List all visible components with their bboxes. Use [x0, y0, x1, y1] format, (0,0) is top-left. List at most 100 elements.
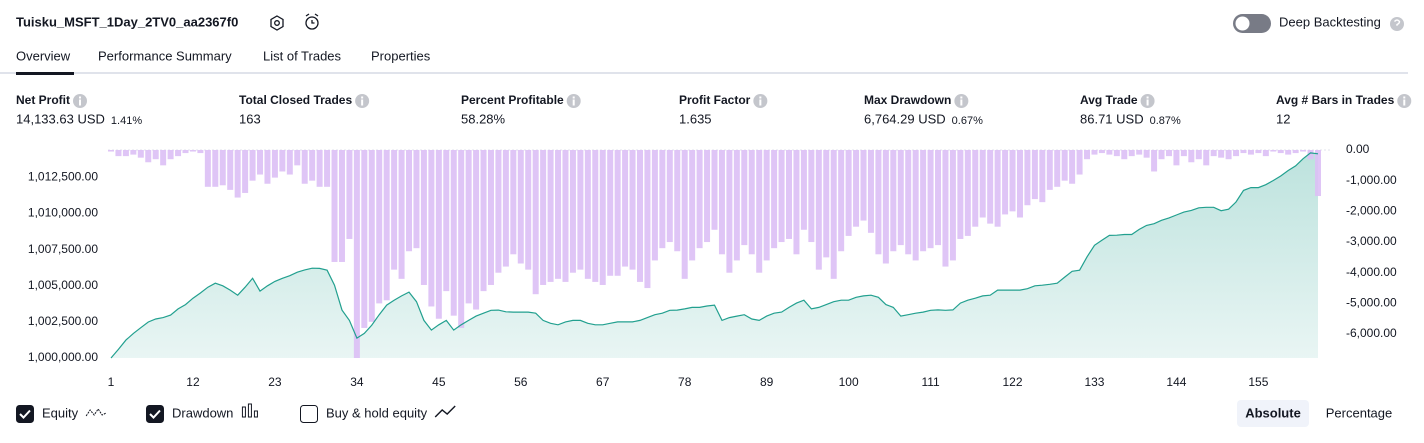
drawdown-bar: [353, 150, 360, 358]
drawdown-bar: [1218, 150, 1225, 158]
metric-value: 163: [239, 111, 261, 126]
drawdown-bar: [391, 150, 398, 270]
y2-tick-label: -5,000.00: [1346, 296, 1397, 310]
mode-button[interactable]: Percentage: [1326, 405, 1393, 420]
drawdown-bar: [726, 150, 733, 273]
y-tick-label: 1,002,500.00: [28, 314, 98, 328]
drawdown-bar: [681, 150, 688, 279]
drawdown-bar: [875, 150, 882, 255]
legend-icon: [241, 403, 258, 418]
info-icon[interactable]: [753, 94, 768, 108]
metric-label: Avg # Bars in Trades: [1276, 93, 1395, 107]
drawdown-bar: [242, 150, 249, 193]
drawdown-bar: [920, 150, 927, 252]
drawdown-bar: [510, 150, 517, 255]
drawdown-bar: [204, 150, 211, 187]
drawdown-bar: [1285, 150, 1292, 155]
checkbox[interactable]: Equity: [16, 405, 107, 423]
info-icon[interactable]: [566, 94, 581, 108]
drawdown-bar: [420, 150, 427, 285]
drawdown-bar: [1084, 150, 1091, 160]
drawdown-bar: [413, 150, 420, 249]
chart: 1,000,000.00 1,002,500.00 1,005,000.00 1,00…: [28, 142, 1397, 389]
drawdown-bar: [309, 150, 316, 181]
drawdown-bar: [555, 150, 562, 279]
y-tick-label: 1,005,000.00: [28, 278, 98, 292]
info-icon[interactable]: [355, 94, 370, 108]
drawdown-bar: [636, 150, 643, 282]
drawdown-bar: [771, 150, 778, 249]
drawdown-bar: [1016, 150, 1023, 218]
legend-icon: [434, 405, 456, 418]
drawdown-bar: [987, 150, 994, 224]
checkmark: [19, 409, 31, 419]
mode-button[interactable]: Absolute: [1245, 405, 1301, 420]
drawdown-bar: [622, 150, 629, 267]
drawdown-bar: [167, 150, 174, 160]
info-icon[interactable]: [1140, 94, 1155, 108]
drawdown-bar: [383, 150, 390, 301]
drawdown-bar: [108, 150, 114, 152]
drawdown-bar: [949, 150, 956, 261]
tab[interactable]: Overview: [16, 48, 71, 63]
drawdown-bar: [912, 150, 919, 261]
metric-value: 6,764.29 USD: [864, 111, 946, 126]
drawdown-bar: [428, 150, 435, 307]
metric-label: Total Closed Trades: [239, 93, 352, 107]
drawdown-bar: [234, 150, 241, 198]
drawdown-bar: [927, 150, 934, 249]
drawdown-bar: [1292, 150, 1299, 154]
drawdown-bar: [897, 150, 904, 246]
x-tick-label: 23: [268, 375, 282, 389]
drawdown-bar: [271, 150, 278, 178]
drawdown-bar: [942, 150, 949, 267]
drawdown-bar: [718, 150, 725, 255]
drawdown-bar: [1143, 150, 1150, 158]
drawdown-bar: [786, 150, 793, 239]
alert-icon[interactable]: [305, 13, 319, 30]
help-icon[interactable]: [1390, 17, 1404, 31]
drawdown-bar: [398, 150, 405, 279]
toggle-label: Deep Backtesting: [1279, 14, 1381, 29]
drawdown-bar: [1158, 150, 1165, 160]
drawdown-bar: [152, 150, 159, 160]
metric-label: Avg Trade: [1080, 93, 1138, 107]
drawdown-bar: [756, 150, 763, 273]
drawdown-bar: [607, 150, 614, 276]
checkbox[interactable]: Buy & hold equity: [300, 405, 456, 423]
drawdown-bar: [130, 150, 137, 155]
metric-label: Net Profit: [16, 93, 70, 107]
y2-tick-label: -2,000.00: [1346, 204, 1397, 218]
drawdown-bar: [853, 150, 860, 227]
drawdown-bar: [815, 150, 822, 270]
drawdown-bar: [1233, 150, 1240, 157]
info-icon[interactable]: [1397, 94, 1412, 108]
drawdown-bar: [994, 150, 1001, 227]
drawdown-bar: [376, 150, 383, 304]
drawdown-bar: [540, 150, 547, 285]
drawdown-bar: [525, 150, 532, 270]
info-icon[interactable]: [73, 94, 87, 108]
checkbox-box: [16, 405, 34, 423]
info-icon[interactable]: [954, 94, 969, 108]
drawdown-bar: [1262, 150, 1269, 157]
drawdown-bar: [1031, 150, 1038, 200]
drawdown-bar: [361, 150, 368, 328]
drawdown-bar: [294, 150, 301, 166]
drawdown-bar: [1180, 150, 1187, 157]
deep-backtesting-toggle[interactable]: [1233, 14, 1271, 33]
drawdown-bar: [137, 150, 144, 158]
tab[interactable]: Performance Summary: [98, 48, 232, 63]
checkbox[interactable]: Drawdown: [146, 403, 258, 423]
tab[interactable]: Properties: [371, 48, 431, 63]
tab[interactable]: List of Trades: [263, 48, 342, 63]
checkmark: [149, 409, 161, 419]
drawdown-bar: [1165, 150, 1172, 157]
settings-icon[interactable]: [270, 15, 284, 31]
x-tick-label: 34: [350, 375, 364, 389]
x-tick-label: 100: [839, 375, 859, 389]
drawdown-bar: [532, 150, 539, 295]
info-bar: [361, 99, 364, 106]
drawdown-bar: [651, 150, 658, 261]
